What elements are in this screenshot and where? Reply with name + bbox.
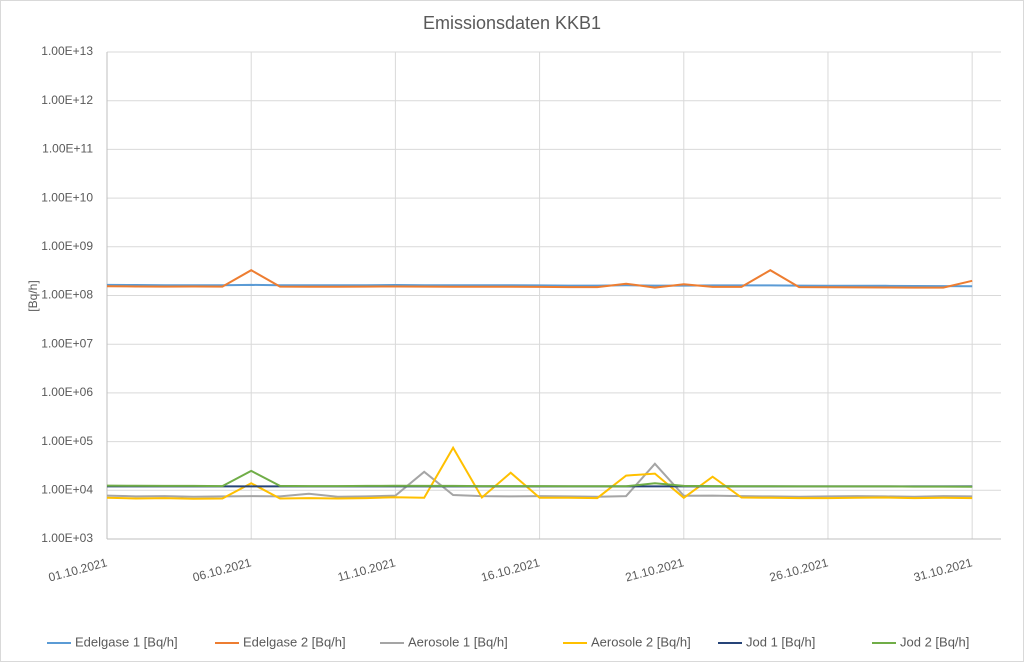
y-tick-label: 1.00E+10 (41, 190, 93, 204)
y-tick-label: 1.00E+08 (41, 288, 93, 302)
legend-label: Aerosole 2 [Bq/h] (591, 634, 691, 649)
y-tick-label: 1.00E+05 (41, 434, 93, 448)
legend-label: Edelgase 1 [Bq/h] (75, 634, 178, 649)
legend-label: Aerosole 1 [Bq/h] (408, 634, 508, 649)
y-tick-label: 1.00E+06 (41, 385, 93, 399)
series-line (106, 283, 973, 288)
series-line (106, 445, 973, 500)
series-line (106, 469, 973, 488)
y-tick-label: 1.00E+03 (41, 531, 93, 545)
series-line (106, 462, 973, 498)
series-line (106, 269, 973, 289)
y-tick-label: 1.00E+11 (42, 142, 93, 156)
chart-title: Emissionsdaten KKB1 (423, 13, 601, 33)
legend-label: Jod 1 [Bq/h] (746, 634, 815, 649)
y-tick-label: 1.00E+12 (41, 93, 93, 107)
y-tick-label: 1.00E+07 (41, 336, 93, 350)
y-tick-label: 1.00E+04 (41, 482, 93, 496)
y-axis-label: [Bq/h] (26, 280, 40, 311)
y-tick-label: 1.00E+13 (41, 44, 93, 58)
legend-label: Edelgase 2 [Bq/h] (243, 634, 346, 649)
y-tick-label: 1.00E+09 (41, 239, 93, 253)
legend-label: Jod 2 [Bq/h] (900, 634, 969, 649)
